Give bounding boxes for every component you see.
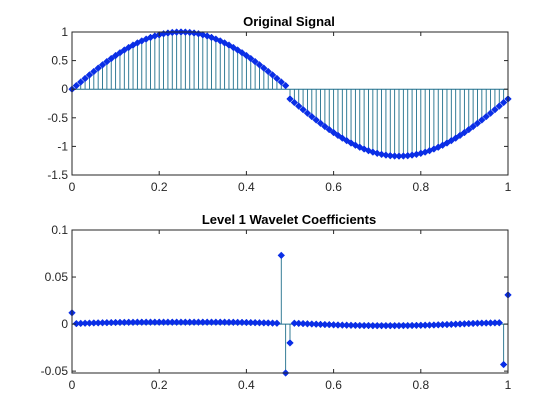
top-data-point bbox=[251, 57, 259, 66]
top-data-point bbox=[473, 119, 482, 128]
top-data-point bbox=[456, 131, 464, 140]
bottom-x-tick-label: 0 bbox=[69, 378, 76, 392]
top-data-point bbox=[290, 98, 299, 107]
top-plot-area bbox=[68, 28, 512, 160]
top-data-point bbox=[308, 112, 316, 121]
top-x-tick-label: 0.4 bbox=[238, 180, 255, 194]
top-data-point bbox=[338, 134, 347, 142]
top-data-point bbox=[103, 57, 111, 66]
bottom-x-tick-label: 0.2 bbox=[151, 378, 168, 392]
top-data-point bbox=[482, 112, 490, 121]
top-data-point bbox=[76, 78, 85, 86]
top-y-tick-label: 1 bbox=[61, 25, 68, 39]
top-data-point bbox=[255, 61, 264, 69]
top-data-point bbox=[377, 150, 386, 159]
top-x-tick-label: 0.2 bbox=[151, 180, 168, 194]
top-data-point bbox=[98, 61, 107, 69]
bottom-y-tick-label: 0 bbox=[61, 317, 68, 331]
bottom-x-tick-label: 0.6 bbox=[325, 378, 342, 392]
top-y-tick-label: -1.5 bbox=[47, 168, 68, 182]
top-y-tick-label: 0.5 bbox=[51, 54, 68, 68]
top-y-tick-label: -0.5 bbox=[47, 111, 68, 125]
bottom-data-point bbox=[495, 319, 504, 327]
top-data-point bbox=[321, 122, 329, 131]
bottom-y-tick-label: 0.05 bbox=[45, 270, 69, 284]
top-data-point bbox=[316, 119, 325, 128]
top-data-point bbox=[273, 74, 281, 83]
top-data-point bbox=[268, 71, 277, 79]
top-data-point bbox=[469, 122, 477, 131]
top-data-point bbox=[360, 145, 368, 153]
bottom-axes-box bbox=[71, 229, 509, 374]
bottom-data-point bbox=[273, 319, 281, 327]
top-data-point bbox=[286, 95, 294, 103]
top-data-point bbox=[264, 67, 272, 76]
top-axis-ticks: 0 0.2 0.4 0.6 0.8 1 -1.5 -1 -0.5 0 0.5 1 bbox=[47, 25, 511, 194]
top-data-point bbox=[312, 116, 320, 124]
bottom-x-tick-label: 0.4 bbox=[238, 378, 255, 392]
top-data-point bbox=[81, 74, 89, 83]
top-axes-box bbox=[71, 31, 509, 176]
top-data-point bbox=[107, 54, 115, 63]
top-chart-title: Original Signal bbox=[243, 14, 335, 29]
top-data-point bbox=[495, 102, 504, 110]
top-x-tick-label: 0.8 bbox=[412, 180, 429, 194]
top-data-point bbox=[281, 81, 290, 90]
bottom-plot-area bbox=[68, 251, 512, 377]
top-data-point bbox=[303, 109, 312, 117]
top-data-point bbox=[247, 54, 255, 63]
top-data-point bbox=[486, 109, 495, 117]
top-data-point bbox=[465, 125, 473, 134]
top-y-tick-label: 0 bbox=[61, 82, 68, 96]
top-x-tick-label: 0.6 bbox=[325, 180, 342, 194]
bottom-chart-title: Level 1 Wavelet Coefficients bbox=[202, 212, 376, 227]
top-data-point bbox=[382, 151, 390, 159]
top-data-point bbox=[238, 49, 246, 57]
bottom-y-tick-label: -0.05 bbox=[41, 364, 69, 378]
top-data-point bbox=[260, 64, 268, 72]
top-data-point bbox=[478, 116, 486, 124]
bottom-x-tick-label: 1 bbox=[505, 378, 512, 392]
top-data-point bbox=[72, 81, 81, 90]
top-data-point bbox=[499, 98, 508, 107]
top-data-point bbox=[299, 105, 307, 114]
bottom-data-point bbox=[286, 339, 294, 347]
top-data-point bbox=[491, 105, 499, 114]
top-data-point bbox=[233, 46, 242, 54]
top-axes: Original Signal 0 0.2 0.4 0.6 0.8 1 -1.5 -1 -0.5… bbox=[47, 14, 512, 194]
top-data-point bbox=[342, 136, 351, 145]
top-data-point bbox=[277, 78, 286, 86]
top-data-point bbox=[294, 102, 303, 110]
bottom-axes: Level 1 Wavelet Coefficients 0 0.2 0.4 0.6 0… bbox=[41, 212, 512, 392]
top-x-tick-label: 1 bbox=[505, 180, 512, 194]
top-data-point bbox=[90, 67, 98, 76]
bottom-data-point bbox=[499, 360, 508, 369]
top-data-point bbox=[242, 51, 251, 60]
bottom-x-tick-label: 0.8 bbox=[412, 378, 429, 392]
top-data-point bbox=[111, 51, 120, 60]
bottom-data-point bbox=[277, 251, 286, 260]
top-x-tick-label: 0 bbox=[69, 180, 76, 194]
top-data-point bbox=[94, 64, 102, 72]
bottom-y-tick-label: 0.1 bbox=[51, 223, 68, 237]
top-data-point bbox=[85, 71, 94, 79]
top-data-point bbox=[329, 128, 338, 137]
top-data-point bbox=[460, 128, 469, 137]
top-y-tick-label: -1 bbox=[57, 139, 68, 153]
top-data-point bbox=[325, 125, 333, 134]
